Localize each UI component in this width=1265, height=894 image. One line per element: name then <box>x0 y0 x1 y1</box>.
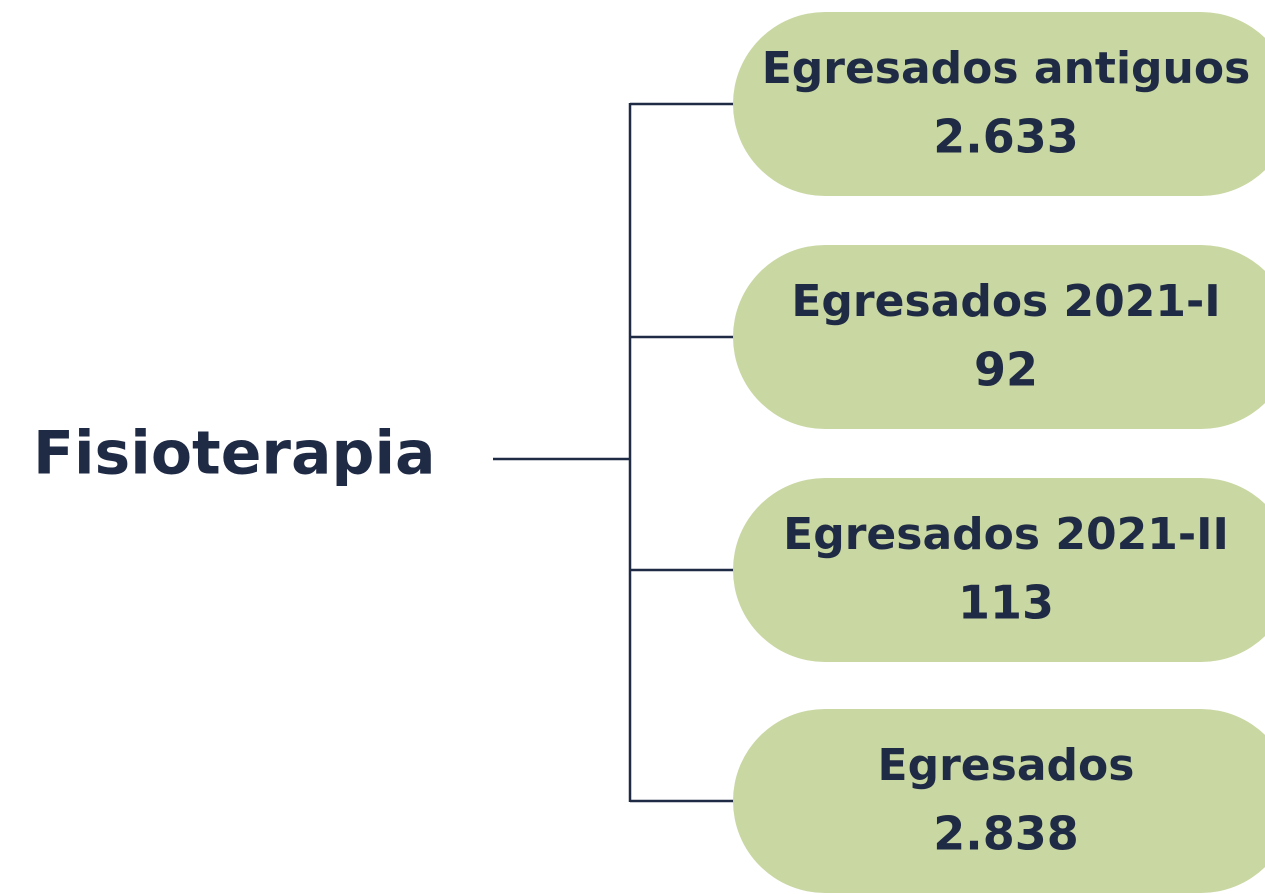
node-value: 92 <box>974 343 1038 397</box>
node-label: Egresados <box>878 740 1135 791</box>
node-label: Egresados 2021-I <box>791 276 1220 327</box>
node-label: Egresados 2021-II <box>783 509 1229 560</box>
node-label: Egresados antiguos <box>762 43 1251 94</box>
node-pill <box>733 478 1265 662</box>
node-pill <box>733 709 1265 893</box>
root-label: Fisioterapia <box>33 419 436 489</box>
node-list: Egresados antiguos 2.633 Egresados 2021-I 9… <box>630 12 1265 893</box>
node-value: 2.633 <box>933 110 1079 164</box>
node-pill <box>733 245 1265 429</box>
node-value: 2.838 <box>933 807 1079 861</box>
node-value: 113 <box>958 576 1054 630</box>
node-pill <box>733 12 1265 196</box>
